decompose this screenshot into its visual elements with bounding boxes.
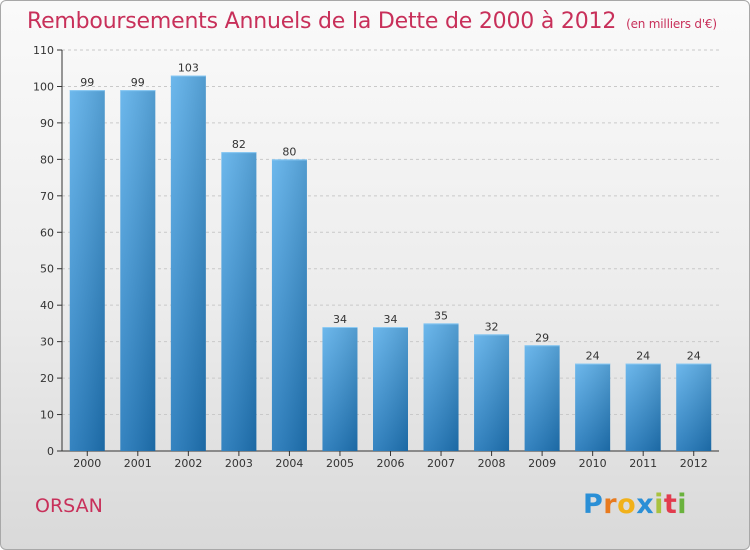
y-tick-label: 60 — [40, 226, 54, 239]
y-tick-label: 40 — [40, 299, 54, 312]
chart-title: Remboursements Annuels de la Dette de 20… — [27, 9, 717, 34]
bar-shade — [170, 75, 206, 451]
bar-shade — [625, 363, 661, 451]
x-tick-label: 2006 — [377, 457, 405, 470]
bar-shade — [423, 323, 459, 451]
y-tick-label: 50 — [40, 263, 54, 276]
bar-shade — [271, 159, 307, 451]
data-label: 35 — [434, 309, 448, 322]
x-tick-label: 2011 — [629, 457, 657, 470]
bar-shade — [373, 327, 408, 451]
bar-shade — [676, 363, 712, 451]
y-tick-label: 70 — [40, 190, 54, 203]
x-tick-label: 2000 — [73, 457, 101, 470]
x-tick-label: 2001 — [124, 457, 152, 470]
x-tick-label: 2004 — [275, 457, 303, 470]
data-label: 103 — [178, 62, 199, 75]
data-label: 24 — [687, 350, 701, 363]
x-tick-label: 2008 — [478, 457, 506, 470]
x-tick-label: 2002 — [174, 457, 202, 470]
y-tick-label: 0 — [47, 445, 54, 458]
bar-shade — [221, 152, 257, 451]
data-label: 99 — [80, 76, 94, 89]
x-tick-label: 2003 — [225, 457, 253, 470]
proxiti-logo: Proxiti — [583, 489, 688, 520]
y-tick-label: 80 — [40, 153, 54, 166]
y-tick-label: 10 — [40, 409, 54, 422]
bar-shade — [120, 90, 156, 451]
x-tick-label: 2007 — [427, 457, 455, 470]
data-label: 24 — [586, 350, 600, 363]
bar-shade — [575, 363, 611, 451]
bar-shade — [69, 90, 105, 451]
chart-subtitle: (en milliers d'€) — [626, 17, 717, 31]
y-tick-label: 110 — [33, 44, 54, 57]
data-label: 34 — [333, 313, 347, 326]
x-tick-label: 2009 — [528, 457, 556, 470]
data-label: 99 — [131, 76, 145, 89]
x-tick-label: 2010 — [579, 457, 607, 470]
y-tick-label: 30 — [40, 336, 54, 349]
bar-shade — [524, 345, 560, 451]
bar-shade — [322, 327, 358, 451]
y-tick-label: 20 — [40, 372, 54, 385]
x-tick-label: 2005 — [326, 457, 354, 470]
bar-shade — [474, 334, 510, 451]
data-label: 82 — [232, 138, 246, 151]
data-label: 24 — [636, 350, 650, 363]
data-label: 29 — [535, 331, 549, 344]
commune-name: ORSAN — [35, 495, 103, 517]
y-tick-label: 100 — [33, 80, 54, 93]
data-label: 32 — [485, 320, 499, 333]
chart-title-text: Remboursements Annuels de la Dette de 20… — [27, 9, 617, 34]
data-label: 34 — [384, 313, 398, 326]
x-tick-label: 2012 — [680, 457, 708, 470]
data-label: 80 — [282, 145, 296, 158]
y-tick-label: 90 — [40, 117, 54, 130]
